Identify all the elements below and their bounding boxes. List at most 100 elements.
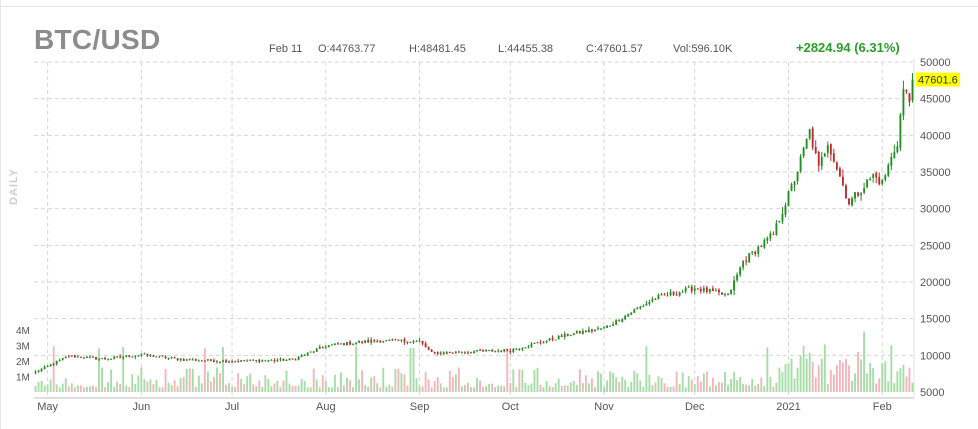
volume-bar	[687, 375, 690, 392]
volume-bar	[155, 379, 158, 392]
volume-bar	[851, 380, 853, 392]
volume-bar	[300, 378, 303, 392]
candle-body	[857, 192, 859, 196]
candle-body	[282, 359, 285, 361]
volume-bar	[509, 382, 512, 392]
volume-bar	[578, 369, 581, 392]
candle-body	[675, 294, 678, 296]
candle-body	[436, 352, 439, 355]
volume-bar	[385, 386, 388, 392]
volume-bar	[808, 352, 811, 392]
volume-bar	[454, 374, 457, 392]
volume-bar	[255, 386, 258, 392]
volume-bar	[101, 367, 103, 392]
candle-body	[309, 351, 312, 353]
candle-body	[621, 319, 624, 322]
candle-body	[140, 354, 143, 356]
volume-bar	[113, 386, 116, 392]
candle-body	[152, 355, 155, 357]
volume-bar	[500, 385, 503, 392]
candle-body	[542, 342, 545, 344]
volume-bar	[645, 346, 648, 392]
candle-body	[424, 343, 427, 348]
volume-bar	[46, 384, 49, 392]
volume-bar	[49, 379, 52, 392]
candle-body	[554, 339, 557, 341]
price-change: +2824.94 (6.31%)	[796, 40, 900, 55]
candle-body	[654, 298, 657, 300]
candle-body	[482, 350, 485, 352]
candle-body	[412, 341, 415, 343]
volume-bar	[73, 387, 76, 392]
ohlc-high: H:48481.45	[409, 43, 466, 55]
candle-body	[799, 156, 802, 172]
candle-body	[841, 176, 844, 186]
volume-bar	[748, 385, 751, 392]
candle-body	[890, 157, 893, 166]
volume-bar	[784, 364, 787, 392]
candle-body	[823, 153, 826, 157]
volume-bar	[627, 386, 630, 392]
volume-bar	[542, 387, 545, 392]
volume-bar	[152, 384, 155, 392]
volume-bar	[64, 378, 67, 392]
candle-body	[146, 353, 149, 356]
candle-body	[315, 348, 318, 352]
volume-bar	[603, 387, 605, 392]
volume-bar	[185, 368, 188, 392]
candle-body	[113, 356, 116, 359]
volume-bar	[116, 381, 119, 392]
volume-bar	[835, 364, 838, 392]
candle-body	[225, 360, 227, 363]
candle-body	[899, 114, 902, 148]
volume-bar	[95, 387, 97, 392]
volume-bar	[829, 369, 832, 392]
candle-body	[775, 223, 778, 235]
candle-body	[67, 356, 70, 358]
candle-body	[648, 302, 651, 304]
candle-body	[243, 360, 246, 362]
candle-body	[869, 179, 872, 181]
candle-body	[506, 349, 509, 351]
volume-bar	[249, 373, 252, 392]
y-tick-label: 25000	[920, 240, 951, 252]
candle-body	[875, 173, 878, 178]
volume-bar	[751, 378, 754, 392]
volume-bar	[306, 387, 309, 392]
candle-body	[887, 165, 890, 176]
y-tick-label: 40000	[920, 130, 951, 142]
candle-body	[784, 205, 787, 215]
volume-bar	[503, 386, 506, 392]
candle-body	[79, 356, 82, 358]
volume-bar	[179, 378, 182, 392]
candle-body	[179, 359, 182, 361]
candle-body	[252, 359, 255, 361]
volume-tick-label: 2M	[16, 357, 30, 368]
volume-bar	[660, 378, 663, 392]
candle-body	[548, 338, 551, 341]
volume-bar	[261, 387, 264, 392]
volume-bar	[70, 383, 73, 392]
volume-bar	[702, 373, 705, 392]
candle-body	[727, 293, 729, 295]
volume-bar	[225, 384, 227, 392]
candle-body	[902, 89, 905, 116]
candle-body	[533, 343, 536, 345]
volume-bar	[82, 387, 85, 392]
volume-bar	[690, 379, 693, 392]
volume-bar	[733, 372, 736, 392]
candle-body	[872, 174, 875, 178]
candle-body	[845, 185, 847, 199]
candle-body	[306, 352, 309, 356]
volume-bar	[137, 375, 140, 392]
candle-body	[754, 251, 757, 254]
x-tick-label: Sep	[410, 401, 430, 413]
volume-bar	[430, 387, 433, 392]
volume-bar	[711, 377, 714, 392]
volume-bar	[714, 385, 717, 392]
x-tick-label: Feb	[873, 401, 892, 413]
candle-body	[34, 371, 37, 373]
candle-body	[569, 335, 572, 337]
volume-bar	[705, 371, 708, 392]
